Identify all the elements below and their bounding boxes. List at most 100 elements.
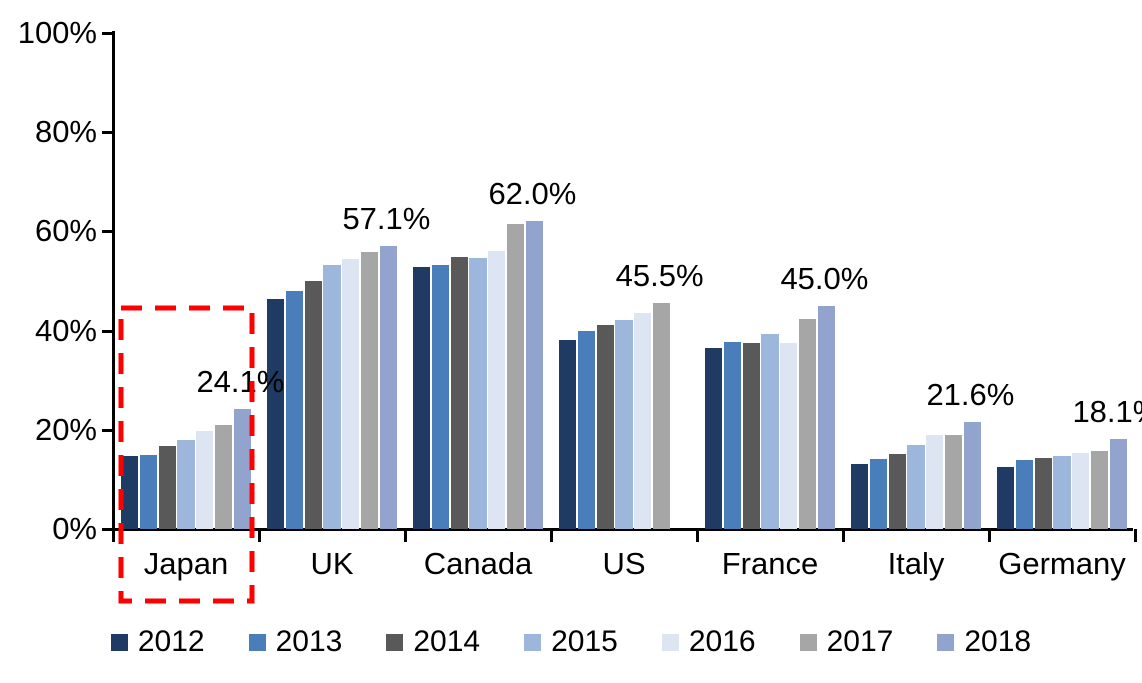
legend-label-2018: 2018 bbox=[964, 625, 1032, 658]
category-label-us: US bbox=[602, 546, 646, 581]
bar-italy-2016 bbox=[926, 435, 944, 529]
legend-label-2015: 2015 bbox=[551, 625, 618, 658]
x-tick-mark bbox=[1134, 529, 1137, 542]
bar-japan-2016 bbox=[196, 430, 214, 529]
legend-swatch-2015 bbox=[524, 633, 542, 651]
legend-label-2012: 2012 bbox=[137, 625, 205, 658]
bar-italy-2015 bbox=[907, 445, 925, 529]
legend-item-2017: 2017 bbox=[799, 625, 894, 658]
legend-item-2014: 2014 bbox=[386, 626, 480, 658]
bar-germany-2018 bbox=[1109, 439, 1127, 529]
legend-item-2016: 2016 bbox=[661, 625, 756, 658]
legend-item-2013: 2013 bbox=[248, 625, 343, 658]
y-tick-label: 40% bbox=[34, 312, 97, 348]
bar-japan-2014 bbox=[158, 446, 176, 529]
legend-swatch-2012 bbox=[110, 633, 128, 651]
bar-uk-2016 bbox=[342, 258, 360, 529]
bar-canada-2018 bbox=[525, 221, 543, 529]
bar-uk-2013 bbox=[285, 291, 303, 529]
y-tick-mark bbox=[102, 528, 113, 531]
category-label-canada: Canada bbox=[423, 546, 533, 581]
x-tick-mark bbox=[258, 529, 261, 542]
bar-us-2014 bbox=[596, 325, 614, 529]
chart-legend: 2012 2013 2014 2015 2016 2017 2018 bbox=[0, 626, 1142, 658]
bar-uk-2014 bbox=[304, 281, 322, 529]
y-tick-mark bbox=[102, 329, 113, 333]
bar-france-2012 bbox=[705, 347, 723, 529]
bar-uk-2018 bbox=[379, 245, 397, 529]
legend-label-2017: 2017 bbox=[826, 625, 894, 658]
peak-label-uk: 57.1% bbox=[342, 200, 431, 236]
category-label-france: France bbox=[721, 546, 819, 581]
y-tick-label: 80% bbox=[34, 114, 97, 150]
bar-germany-2012 bbox=[997, 466, 1015, 529]
peak-label-us: 45.5% bbox=[615, 258, 704, 294]
peak-label-japan: 24.1% bbox=[196, 364, 285, 400]
y-tick-mark bbox=[102, 131, 113, 135]
x-tick-mark bbox=[696, 529, 699, 542]
legend-item-2018: 2018 bbox=[937, 626, 1031, 658]
bar-france-2014 bbox=[742, 342, 760, 529]
bar-us-2012 bbox=[559, 340, 577, 529]
bar-japan-2018 bbox=[233, 409, 251, 529]
category-label-japan: Japan bbox=[143, 546, 229, 581]
legend-swatch-2018 bbox=[937, 633, 955, 651]
bar-canada-2013 bbox=[431, 264, 449, 529]
bar-germany-2016 bbox=[1072, 453, 1090, 529]
y-tick-label: 100% bbox=[17, 15, 97, 50]
x-tick-mark bbox=[988, 529, 991, 542]
bar-canada-2017 bbox=[507, 223, 525, 529]
bar-italy-2018 bbox=[963, 421, 981, 529]
bar-italy-2012 bbox=[851, 463, 869, 529]
legend-label-2014: 2014 bbox=[413, 625, 481, 658]
bar-italy-2013 bbox=[869, 458, 887, 529]
y-axis-line bbox=[112, 31, 115, 531]
peak-label-canada: 62.0% bbox=[488, 176, 577, 212]
category-label-uk: UK bbox=[310, 546, 354, 581]
y-tick-label: 60% bbox=[34, 213, 97, 249]
x-tick-mark bbox=[842, 529, 845, 542]
bar-us-2017 bbox=[653, 303, 671, 529]
y-tick-mark bbox=[102, 32, 113, 35]
bar-italy-2014 bbox=[888, 453, 906, 529]
legend-item-2015: 2015 bbox=[524, 626, 618, 658]
bar-japan-2015 bbox=[177, 439, 195, 529]
bar-italy-2017 bbox=[945, 434, 963, 529]
x-axis-line bbox=[112, 528, 1133, 531]
bar-japan-2012 bbox=[121, 455, 139, 529]
y-tick-mark bbox=[102, 428, 113, 432]
bar-germany-2015 bbox=[1053, 456, 1071, 529]
legend-swatch-2016 bbox=[661, 633, 679, 651]
y-tick-label: 20% bbox=[34, 411, 97, 447]
legend-item-2012: 2012 bbox=[110, 625, 205, 658]
bar-japan-2013 bbox=[139, 454, 157, 529]
peak-label-france: 45.0% bbox=[780, 260, 869, 296]
bar-uk-2015 bbox=[323, 264, 341, 529]
bar-germany-2017 bbox=[1091, 450, 1109, 529]
bar-france-2017 bbox=[799, 319, 817, 529]
y-tick-label: 0% bbox=[52, 511, 97, 546]
legend-swatch-2017 bbox=[799, 633, 817, 651]
peak-label-italy: 21.6% bbox=[926, 376, 1015, 412]
legend-swatch-2014 bbox=[386, 633, 404, 651]
x-tick-mark bbox=[404, 529, 407, 542]
bar-us-2016 bbox=[634, 313, 652, 529]
y-tick-mark bbox=[102, 230, 113, 234]
legend-label-2016: 2016 bbox=[688, 625, 756, 658]
bar-us-2015 bbox=[615, 319, 633, 529]
bar-canada-2014 bbox=[450, 257, 468, 529]
bar-germany-2014 bbox=[1034, 457, 1052, 529]
bar-canada-2016 bbox=[488, 251, 506, 529]
bar-japan-2017 bbox=[215, 424, 233, 529]
bar-canada-2015 bbox=[469, 258, 487, 529]
legend-label-2013: 2013 bbox=[275, 625, 343, 658]
bar-canada-2012 bbox=[413, 266, 431, 529]
bar-germany-2013 bbox=[1015, 459, 1033, 529]
bar-us-2013 bbox=[577, 330, 595, 529]
bar-france-2016 bbox=[780, 343, 798, 529]
legend-swatch-2013 bbox=[248, 633, 266, 651]
bar-france-2013 bbox=[723, 342, 741, 529]
peak-label-germany: 18.1% bbox=[1072, 394, 1142, 430]
category-label-germany: Germany bbox=[998, 546, 1126, 581]
